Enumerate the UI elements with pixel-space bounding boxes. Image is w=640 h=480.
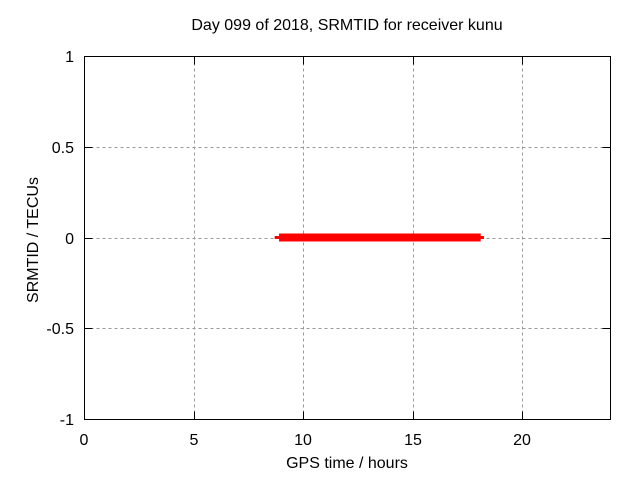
chart-title: Day 099 of 2018, SRMTID for receiver kun… xyxy=(191,17,503,34)
x-tick-label: 20 xyxy=(513,432,531,449)
x-tick-label: 0 xyxy=(80,432,89,449)
y-tick-label: 0 xyxy=(65,231,74,248)
y-tick-label: -1 xyxy=(60,412,74,429)
plot-border xyxy=(84,56,611,420)
x-tick-label: 15 xyxy=(404,432,422,449)
y-tick-label: 1 xyxy=(65,49,74,66)
x-tick-label: 10 xyxy=(294,432,312,449)
x-axis-label: GPS time / hours xyxy=(286,455,408,472)
x-tick-label: 5 xyxy=(190,432,199,449)
y-tick-label: 0.5 xyxy=(52,140,74,157)
y-axis-label: SRMTID / TECUs xyxy=(25,177,42,303)
y-tick-label: -0.5 xyxy=(46,321,74,338)
